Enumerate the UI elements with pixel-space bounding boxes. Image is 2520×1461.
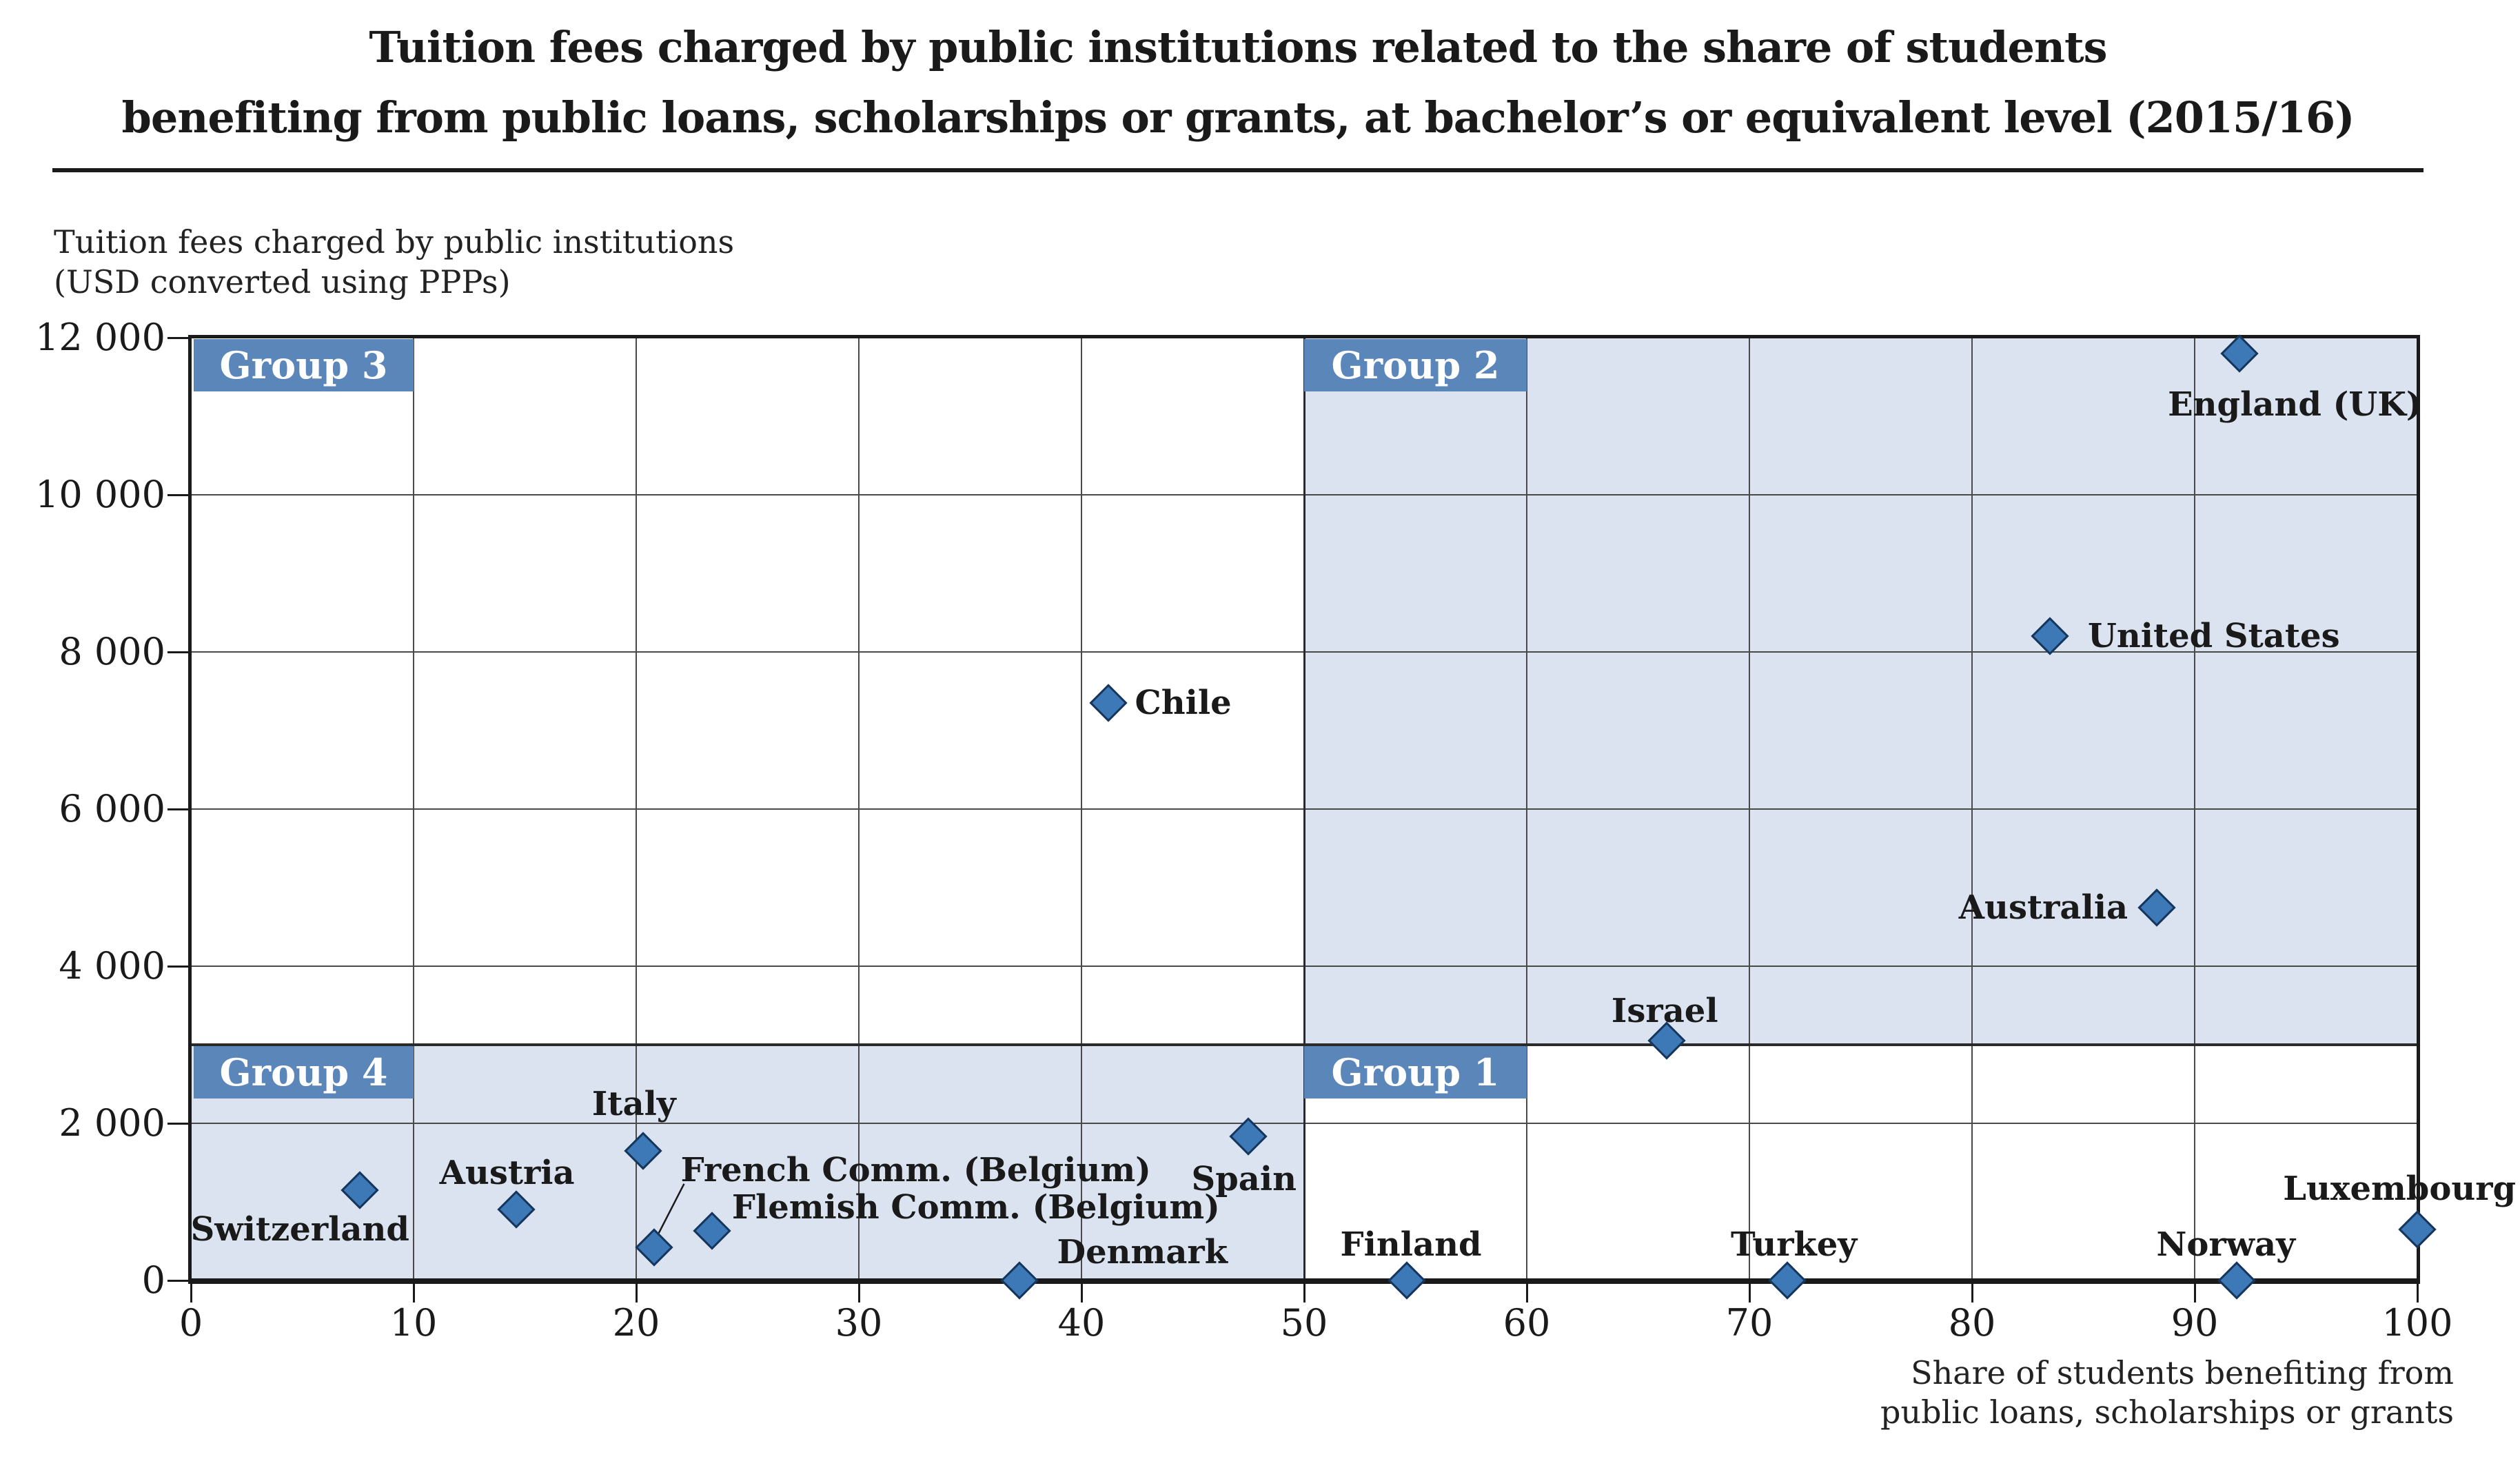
y-tick-label-12000: 12 000: [35, 316, 165, 359]
y-tick-label-10000: 10 000: [35, 473, 165, 516]
y-tick-label-2000: 2 000: [59, 1101, 165, 1145]
x-axis-caption: Share of students benefiting from public…: [1880, 1353, 2454, 1432]
point-label-norway: Norway: [2156, 1225, 2295, 1264]
x-tick-label-100: 100: [2381, 1301, 2453, 1345]
point-label-denmark: Denmark: [1057, 1232, 1228, 1271]
y-tick-label-0: 0: [141, 1258, 165, 1302]
x-tick-0: [190, 1280, 192, 1302]
x-tick-10: [413, 1280, 415, 1302]
x-tick-label-60: 60: [1503, 1301, 1551, 1345]
x-tick-40: [1081, 1280, 1083, 1302]
y-axis-caption-line2: (USD converted using PPPs): [54, 263, 511, 300]
x-tick-label-40: 40: [1057, 1301, 1106, 1345]
x-tick-100: [2417, 1280, 2419, 1302]
plot-border-right: [2417, 335, 2420, 1282]
x-axis-caption-line1: Share of students benefiting from: [1911, 1354, 2454, 1391]
x-tick-20: [636, 1280, 638, 1302]
point-label-switzerland: Switzerland: [190, 1209, 409, 1249]
x-tick-50: [1303, 1280, 1305, 1302]
y-tick-10000: [167, 494, 191, 496]
x-tick-label-90: 90: [2171, 1301, 2219, 1345]
x-tick-label-70: 70: [1725, 1301, 1774, 1345]
title-divider-rule: [52, 168, 2424, 172]
x-tick-80: [1971, 1280, 1973, 1302]
y-tick-label-8000: 8 000: [59, 630, 165, 673]
y-tick-0: [167, 1280, 191, 1282]
group-label-group-1: Group 1: [1304, 1046, 1527, 1099]
y-tick-8000: [167, 651, 191, 653]
y-tick-label-4000: 4 000: [59, 944, 165, 988]
x-tick-label-80: 80: [1948, 1301, 1996, 1345]
plot-border-top: [189, 335, 2419, 338]
point-label-turkey: Turkey: [1731, 1225, 1858, 1264]
point-label-flemish-comm-belgium: Flemish Comm. (Belgium): [731, 1187, 1220, 1227]
y-tick-label-6000: 6 000: [59, 787, 165, 830]
point-label-finland: Finland: [1340, 1225, 1482, 1264]
point-label-french-comm-belgium: French Comm. (Belgium): [680, 1151, 1151, 1190]
gridline-x-50: [1303, 338, 1305, 1280]
point-label-luxembourg: Luxembourg: [2283, 1169, 2517, 1208]
chart-title: Tuition fees charged by public instituti…: [52, 12, 2424, 153]
chart-title-line1: Tuition fees charged by public instituti…: [369, 22, 2107, 72]
point-label-spain: Spain: [1191, 1159, 1297, 1198]
chart-title-line2: benefiting from public loans, scholarshi…: [121, 92, 2355, 143]
point-label-australia: Australia: [1958, 888, 2128, 927]
x-tick-70: [1749, 1280, 1751, 1302]
x-tick-30: [858, 1280, 860, 1302]
point-label-chile: Chile: [1135, 684, 1232, 723]
point-label-united-states: United States: [2087, 617, 2340, 656]
group-label-group-2: Group 2: [1304, 339, 1527, 391]
region-group-2: [1304, 338, 2417, 1045]
group-label-group-4: Group 4: [194, 1046, 414, 1099]
x-tick-label-50: 50: [1280, 1301, 1328, 1345]
point-label-israel: Israel: [1611, 991, 1718, 1030]
x-tick-label-0: 0: [179, 1301, 203, 1345]
x-tick-label-10: 10: [389, 1301, 438, 1345]
x-tick-label-20: 20: [612, 1301, 660, 1345]
y-tick-12000: [167, 337, 191, 339]
y-tick-4000: [167, 966, 191, 968]
group-label-group-3: Group 3: [194, 339, 414, 391]
y-tick-6000: [167, 808, 191, 810]
y-axis-caption: Tuition fees charged by public instituti…: [54, 222, 734, 302]
x-tick-60: [1526, 1280, 1528, 1302]
y-axis-caption-line1: Tuition fees charged by public instituti…: [54, 223, 735, 260]
group-divider-line: [191, 1043, 2417, 1046]
x-tick-90: [2194, 1280, 2196, 1302]
point-label-italy: Italy: [591, 1084, 676, 1123]
point-label-england-uk: England (UK): [2168, 385, 2422, 424]
y-tick-2000: [167, 1123, 191, 1125]
point-label-austria: Austria: [439, 1153, 575, 1192]
x-axis-caption-line2: public loans, scholarships or grants: [1880, 1393, 2454, 1431]
leader-line-french-comm-belgium: [655, 1183, 685, 1239]
x-tick-label-30: 30: [835, 1301, 883, 1345]
